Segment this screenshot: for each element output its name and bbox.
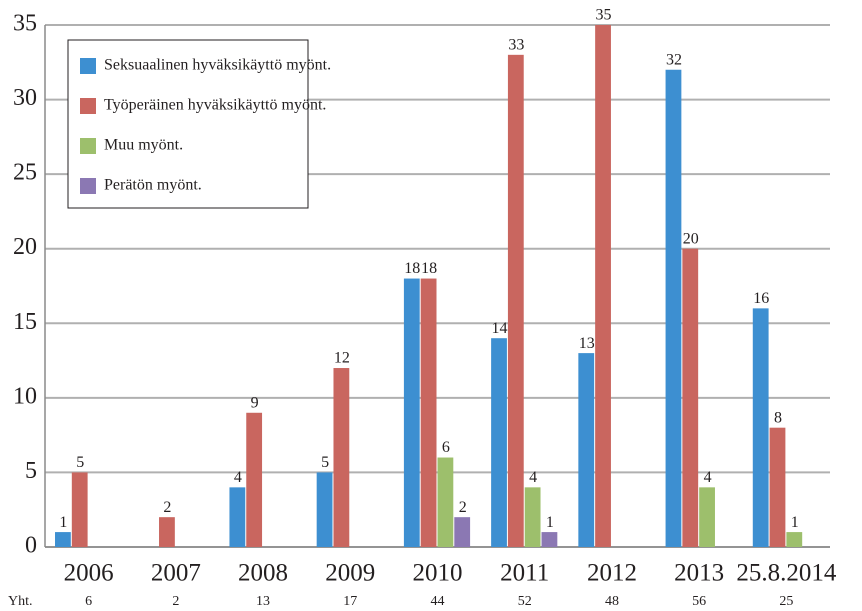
bar — [578, 353, 595, 547]
y-tick-label: 10 — [13, 383, 37, 409]
total-label: 25 — [779, 594, 793, 609]
x-tick-label: 25.8.2014 — [736, 560, 837, 587]
legend-label: Perätön myönt. — [104, 177, 202, 194]
bar — [786, 532, 803, 547]
bar — [229, 487, 246, 547]
bar — [403, 278, 420, 547]
total-label: 56 — [692, 594, 706, 609]
bar — [491, 338, 507, 547]
value-label: 5 — [321, 454, 329, 471]
legend-swatch — [80, 138, 96, 154]
bar — [595, 25, 611, 547]
legend-label: Muu myönt. — [104, 137, 183, 154]
totals-label: Yht. — [8, 594, 33, 609]
x-tick-label: 2009 — [325, 560, 375, 587]
bar — [454, 517, 471, 547]
x-tick-label: 2006 — [64, 560, 114, 587]
y-tick-label: 15 — [13, 309, 37, 335]
total-label: 13 — [256, 594, 270, 609]
bar — [682, 248, 699, 547]
y-tick-label: 30 — [13, 85, 37, 111]
value-label: 4 — [529, 469, 537, 486]
bar — [699, 487, 715, 547]
legend-box — [67, 39, 309, 209]
legend-label: Työperäinen hyväksikäyttö myönt. — [104, 97, 326, 114]
value-label: 14 — [492, 320, 508, 337]
total-label: 52 — [518, 594, 532, 609]
value-label: 4 — [234, 469, 242, 486]
bar — [752, 308, 769, 547]
total-label: 48 — [605, 594, 619, 609]
value-label: 5 — [76, 454, 84, 471]
value-label: 20 — [683, 230, 699, 247]
bar — [665, 69, 682, 547]
bar — [71, 472, 88, 547]
legend-label: Seksuaalinen hyväksikäyttö myönt. — [104, 57, 331, 74]
value-label: 1 — [791, 514, 799, 531]
bar — [159, 517, 175, 547]
total-label: 17 — [343, 594, 357, 609]
bar — [420, 278, 437, 547]
bar — [507, 54, 524, 547]
value-label: 9 — [251, 394, 259, 411]
value-label: 35 — [596, 7, 612, 24]
x-tick-label: 2013 — [674, 560, 724, 587]
x-tick-label: 2008 — [238, 560, 288, 587]
y-tick-label: 5 — [25, 458, 37, 484]
x-tick-label: 2011 — [500, 560, 549, 587]
bar — [769, 427, 786, 547]
value-label: 12 — [334, 350, 350, 367]
value-label: 32 — [666, 51, 682, 68]
legend-swatch — [80, 178, 96, 194]
legend-swatch — [80, 58, 96, 74]
total-label: 6 — [85, 594, 92, 609]
bar — [55, 532, 71, 547]
value-label: 4 — [704, 469, 712, 486]
value-label: 2 — [163, 499, 171, 516]
value-label: 33 — [508, 37, 524, 54]
x-tick-label: 2012 — [587, 560, 637, 587]
value-label: 1 — [546, 514, 554, 531]
total-label: 2 — [172, 594, 179, 609]
x-tick-label: 2010 — [413, 560, 463, 587]
x-tick-label: 2007 — [151, 560, 201, 587]
y-tick-label: 35 — [13, 11, 37, 37]
value-label: 8 — [774, 409, 782, 426]
bar — [524, 487, 541, 547]
y-tick-label: 20 — [13, 234, 37, 260]
y-tick-label: 0 — [25, 533, 37, 559]
value-label: 13 — [579, 335, 595, 352]
bar — [333, 368, 350, 547]
bar — [316, 472, 333, 547]
legend-swatch — [80, 98, 96, 114]
value-label: 1 — [59, 514, 67, 531]
y-tick-label: 25 — [13, 160, 37, 186]
bar — [541, 532, 558, 547]
value-label: 2 — [459, 499, 467, 516]
value-label: 18 — [421, 260, 437, 277]
value-label: 16 — [753, 290, 769, 307]
value-label: 18 — [404, 260, 420, 277]
total-label: 44 — [431, 594, 445, 609]
bar — [437, 457, 454, 547]
bar — [246, 412, 263, 547]
value-label: 6 — [442, 439, 450, 456]
